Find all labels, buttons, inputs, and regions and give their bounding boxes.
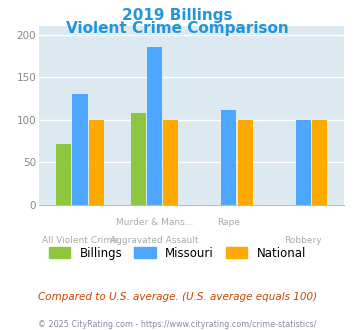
Bar [222,110,236,205]
Bar [163,120,178,205]
Text: All Violent Crime: All Violent Crime [42,236,118,245]
Bar [89,120,104,205]
Text: Compared to U.S. average. (U.S. average equals 100): Compared to U.S. average. (U.S. average … [38,292,317,302]
Bar [312,120,327,205]
Text: Murder & Mans...: Murder & Mans... [116,218,193,227]
Text: Violent Crime Comparison: Violent Crime Comparison [66,21,289,36]
Text: © 2025 CityRating.com - https://www.cityrating.com/crime-statistics/: © 2025 CityRating.com - https://www.city… [38,320,317,329]
Text: 2019 Billings: 2019 Billings [122,8,233,23]
Bar [147,47,162,205]
Bar [131,113,146,205]
Bar [56,144,71,205]
Legend: Billings, Missouri, National: Billings, Missouri, National [49,247,306,260]
Bar [238,120,253,205]
Text: Aggravated Assault: Aggravated Assault [110,236,199,245]
Text: Rape: Rape [218,218,240,227]
Text: Robbery: Robbery [285,236,322,245]
Bar [72,94,88,205]
Bar [296,120,311,205]
